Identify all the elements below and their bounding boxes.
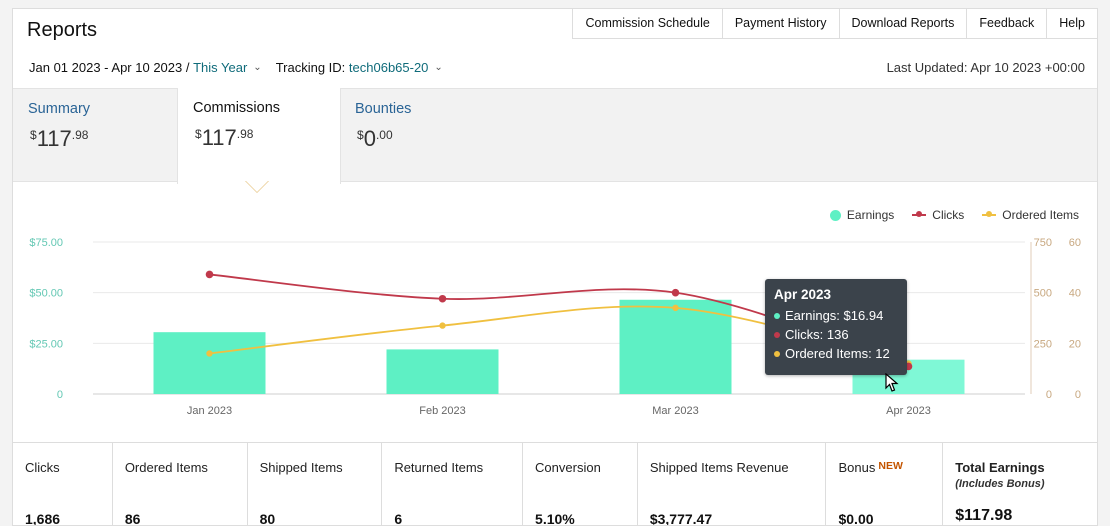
right-axis-2-tick: 40	[1069, 288, 1081, 300]
legend-clicks[interactable]: Clicks	[912, 208, 964, 222]
clicks-point-2	[671, 288, 680, 297]
chevron-down-icon[interactable]: ⌄	[434, 62, 443, 73]
right-axis-2-tick: 60	[1069, 237, 1081, 249]
legend-ordered-items[interactable]: Ordered Items	[982, 208, 1079, 222]
help-button[interactable]: Help	[1046, 9, 1097, 39]
right-axis-1-tick: 0	[1046, 389, 1052, 401]
tab-amount: $117.98	[30, 126, 89, 151]
stat-shipped-revenue: Shipped Items Revenue $3,777.47	[638, 443, 827, 525]
payment-history-button[interactable]: Payment History	[721, 9, 840, 39]
download-reports-button[interactable]: Download Reports	[838, 9, 968, 39]
chart-legend: Earnings Clicks Ordered Items	[812, 208, 1079, 222]
tooltip-row-clicks: Clicks: 136	[774, 327, 898, 342]
earnings-bar-jan-2023	[153, 332, 266, 394]
tab-summary[interactable]: Summary $117.98	[13, 89, 177, 181]
right-axis-2-tick: 20	[1069, 338, 1081, 350]
tab-pointer	[246, 181, 268, 192]
x-axis-tick: Jan 2023	[187, 405, 232, 417]
tooltip-row-earnings: Earnings: $16.94	[774, 308, 898, 323]
chevron-down-icon[interactable]: ⌄	[253, 62, 262, 73]
tab-label: Summary	[28, 101, 91, 117]
earnings-dot-icon	[774, 312, 780, 319]
filter-row: Jan 01 2023 - Apr 10 2023 / This Year ⌄ …	[29, 60, 443, 75]
stat-clicks: Clicks 1,686	[13, 443, 113, 525]
right-axis-2-tick: 0	[1075, 389, 1081, 401]
tab-amount: $0.00	[357, 126, 393, 151]
clicks-point-1	[438, 294, 447, 303]
page-title: Reports	[27, 19, 98, 41]
tab-amount: $117.98	[195, 125, 254, 150]
mouse-pointer-icon	[885, 373, 899, 392]
commission-schedule-button[interactable]: Commission Schedule	[572, 9, 723, 39]
stat-conversion: Conversion 5.10%	[523, 443, 638, 525]
new-badge: NEW	[878, 460, 903, 472]
ordered-items-point-1	[439, 322, 446, 329]
reports-card: Reports Commission Schedule Payment Hist…	[12, 8, 1098, 526]
clicks-line-icon	[912, 211, 927, 217]
x-axis-tick: Feb 2023	[419, 405, 465, 417]
tab-label: Bounties	[355, 101, 412, 117]
summary-tabs: Summary $117.98 Commissions $117.98 Boun…	[13, 88, 1097, 184]
tooltip-title: Apr 2023	[774, 287, 832, 302]
feedback-button[interactable]: Feedback	[966, 9, 1048, 39]
ordered-items-point-0	[206, 350, 213, 357]
left-axis-tick: $50.00	[29, 288, 63, 300]
tab-commissions[interactable]: Commissions $117.98	[177, 88, 341, 184]
right-axis-1-tick: 750	[1034, 237, 1052, 249]
clicks-dot-icon	[774, 331, 780, 338]
stat-shipped-items: Shipped Items 80	[248, 443, 383, 525]
tooltip-row-ordered: Ordered Items: 12	[774, 346, 898, 361]
stat-bonus: Bonus NEW $0.00	[826, 443, 944, 525]
earnings-dot-icon	[829, 209, 841, 221]
ordered-items-point-2	[672, 304, 679, 312]
stats-row: Clicks 1,686 Ordered Items 86 Shipped It…	[13, 442, 1097, 525]
tracking-id-selector[interactable]: tech06b65-20	[348, 60, 429, 75]
top-nav: Commission Schedule Payment History Down…	[572, 9, 1097, 39]
date-range[interactable]: Jan 01 2023 - Apr 10 2023 /	[29, 60, 190, 75]
stat-total-earnings: Total Earnings (Includes Bonus) $117.98	[955, 460, 1045, 524]
earnings-bar-mar-2023	[619, 299, 732, 394]
chart-tooltip: Apr 2023 Earnings: $16.94 Clicks: 136 Or…	[765, 279, 907, 375]
tab-label: Commissions	[193, 100, 281, 116]
tab-bounties[interactable]: Bounties $0.00	[340, 89, 500, 181]
stat-returned-items: Returned Items 6	[382, 443, 524, 525]
right-axis-1-tick: 250	[1034, 338, 1052, 350]
tracking-label: Tracking ID:	[275, 60, 346, 75]
left-axis-tick: $25.00	[29, 338, 63, 350]
x-axis-tick: Apr 2023	[886, 405, 931, 417]
ordered-items-line-icon	[982, 211, 997, 217]
ordered-dot-icon	[774, 350, 780, 357]
left-axis-tick: 0	[57, 389, 63, 401]
earnings-bar-feb-2023	[386, 349, 499, 394]
left-axis-tick: $75.00	[29, 237, 63, 249]
clicks-point-0	[205, 270, 214, 279]
x-axis-tick: Mar 2023	[652, 405, 698, 417]
legend-earnings[interactable]: Earnings	[829, 208, 894, 222]
period-selector[interactable]: This Year	[193, 60, 248, 75]
stat-ordered-items: Ordered Items 86	[113, 443, 248, 525]
earnings-chart[interactable]: $75.00 750 60 $50.00 500 40 $25.00 250 20 0 0 0 Jan …	[13, 189, 1098, 439]
right-axis-1-tick: 500	[1034, 288, 1052, 300]
last-updated: Last Updated: Apr 10 2023 +00:00	[886, 60, 1085, 75]
